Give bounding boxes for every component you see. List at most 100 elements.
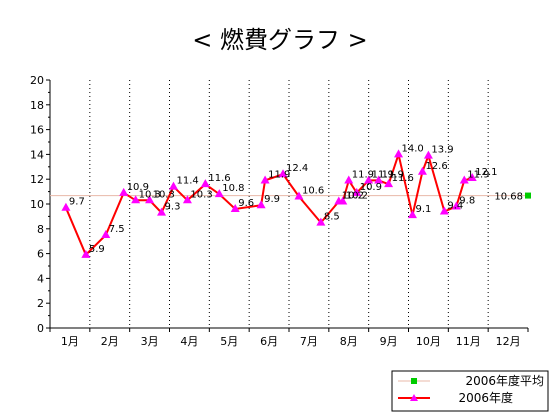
data-label: 8.5	[324, 212, 340, 223]
data-labels: 9.75.97.510.910.310.39.311.410.311.610.8…	[69, 143, 498, 254]
vertical-gridlines	[89, 80, 489, 328]
data-label: 7.5	[109, 224, 125, 235]
x-tick-label: 7月	[300, 335, 318, 348]
average-marker	[525, 192, 531, 199]
y-tick-label: 4	[37, 272, 44, 285]
data-label: 9.7	[69, 197, 85, 208]
data-point	[316, 217, 326, 226]
data-point	[278, 169, 288, 178]
data-point	[374, 175, 384, 184]
data-point	[145, 195, 155, 204]
data-point	[256, 200, 266, 209]
data-label: 12.6	[425, 161, 447, 172]
data-point	[439, 206, 449, 215]
data-point	[61, 202, 71, 211]
y-tick-label: 2	[37, 297, 44, 310]
legend: 2006年度平均 2006年度	[391, 370, 549, 412]
y-tick-label: 20	[30, 74, 44, 87]
data-point	[230, 203, 240, 212]
legend-box	[391, 370, 549, 412]
data-label: 11.9	[467, 169, 489, 180]
data-point	[394, 149, 404, 158]
data-point	[423, 150, 433, 159]
data-label: 11.9	[268, 169, 290, 180]
data-point	[417, 166, 427, 175]
data-point	[352, 187, 362, 196]
data-label: 11.9	[372, 169, 394, 180]
data-point	[81, 249, 91, 258]
y-tick-label: 16	[30, 124, 44, 137]
y-tick-label: 12	[30, 173, 44, 186]
legend-avg-label: 2006年度平均	[465, 373, 544, 388]
data-label: 10.8	[222, 183, 244, 194]
data-label: 11.9	[382, 169, 404, 180]
x-tick-label: 8月	[340, 335, 358, 348]
data-label: 10.3	[139, 189, 161, 200]
y-tick-label: 8	[37, 223, 44, 236]
data-label: 9.6	[238, 198, 254, 209]
data-label: 10.3	[153, 189, 175, 200]
data-label: 9.1	[415, 204, 431, 215]
data-point	[182, 195, 192, 204]
data-label: 10.2	[346, 191, 368, 202]
data-point	[364, 175, 374, 184]
y-tick-label: 0	[37, 322, 44, 335]
x-axis-ticks: 1月 2月 3月 4月 5月 6月 7月 8月 9月 10月 11月 12月	[49, 328, 529, 348]
data-point	[101, 230, 111, 238]
x-tick-label: 11月	[456, 335, 481, 348]
data-point	[157, 207, 167, 216]
data-label: 9.3	[165, 202, 181, 213]
data-label: 11.6	[392, 173, 414, 184]
chart-title: < 燃費グラフ >	[192, 26, 367, 54]
data-label: 10.9	[127, 182, 149, 193]
x-tick-label: 3月	[141, 335, 159, 348]
data-point	[338, 196, 348, 205]
y-tick-label: 14	[30, 148, 44, 161]
data-label: 10.9	[360, 182, 382, 193]
data-label: 10.6	[302, 186, 324, 197]
x-tick-label: 5月	[220, 335, 238, 348]
data-point	[214, 189, 224, 198]
data-label: 9.4	[447, 200, 463, 211]
data-point	[294, 191, 304, 200]
data-point	[344, 175, 354, 184]
data-label: 12.1	[475, 167, 497, 178]
data-label: 11.9	[352, 169, 374, 180]
x-tick-label: 10月	[416, 335, 441, 348]
data-label: 14.0	[402, 143, 424, 154]
legend-series-label: 2006年度	[458, 390, 513, 405]
x-tick-label: 2月	[101, 335, 119, 348]
data-label: 11.6	[208, 173, 230, 184]
data-point	[200, 179, 210, 188]
x-tick-label: 6月	[260, 335, 278, 348]
data-label: 9.9	[264, 194, 280, 205]
data-label: 13.9	[431, 145, 453, 156]
data-point	[451, 201, 461, 210]
data-label: 10.2	[342, 191, 364, 202]
data-point	[384, 179, 394, 188]
data-label: 9.8	[459, 195, 475, 206]
data-point	[459, 175, 469, 184]
x-tick-label: 12月	[496, 335, 521, 348]
x-tick-label: 9月	[380, 335, 398, 348]
series-2006	[61, 149, 477, 258]
x-tick-label: 4月	[180, 335, 198, 348]
data-point	[467, 172, 477, 181]
average-label: 10.68	[494, 192, 523, 203]
legend-avg-marker	[411, 378, 417, 384]
data-label: 11.4	[176, 176, 198, 187]
data-label: 5.9	[89, 244, 105, 255]
legend-series-marker	[410, 394, 418, 401]
data-point	[168, 181, 178, 190]
data-point	[131, 195, 141, 204]
data-point	[260, 175, 270, 184]
y-tick-label: 6	[37, 248, 44, 261]
data-label: 12.4	[286, 163, 308, 174]
y-tick-label: 10	[30, 198, 44, 211]
data-point	[119, 187, 129, 196]
y-tick-label: 18	[30, 99, 44, 112]
data-label: 10.3	[190, 189, 212, 200]
x-tick-label: 1月	[61, 335, 79, 348]
data-point	[407, 210, 417, 219]
